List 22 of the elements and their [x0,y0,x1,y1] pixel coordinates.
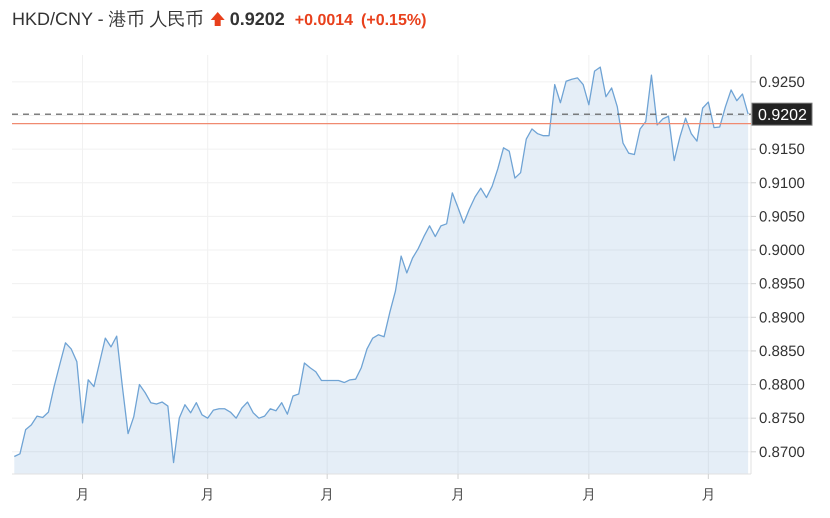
y-tick-label: 0.9250 [759,74,805,91]
text: (+0.15%) [361,12,426,29]
x-tick-label: 月 [200,486,215,502]
y-tick-label: 0.8800 [759,376,805,394]
y-tick-label: 0.9000 [759,242,805,260]
y-tick-label: 0.9150 [759,141,805,158]
ref-line-label: 0.9202 [758,107,808,124]
chart-subtitle: 0.9202 [230,9,285,29]
y-tick-label: 0.8700 [759,444,805,461]
chart-title: HKD/CNY - 港币 人民币 [12,9,204,29]
text: +0.0014 [294,12,354,29]
x-tick-label: 月 [320,486,334,502]
y-tick-label: 0.9050 [759,208,805,226]
x-tick-label: 月 [76,486,90,502]
x-tick-label: 月 [451,486,466,502]
y-tick-label: 0.8850 [759,342,805,360]
x-tick-label: 月 [701,486,716,502]
y-tick-label: 0.9100 [759,174,805,192]
y-tick-label: 0.8950 [759,276,805,293]
x-tick-label: 月 [582,486,596,502]
y-tick-label: 0.8750 [759,410,805,428]
y-tick-label: 0.8900 [759,309,805,326]
